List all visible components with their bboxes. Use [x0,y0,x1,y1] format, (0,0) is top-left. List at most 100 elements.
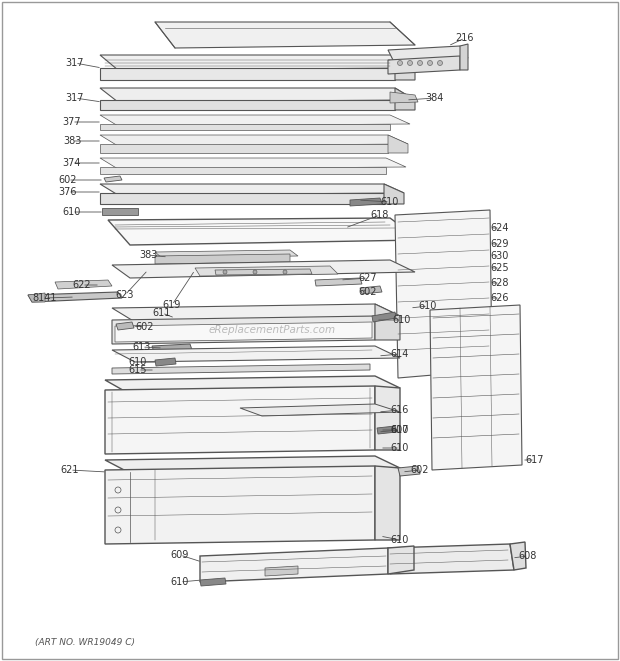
Polygon shape [100,158,406,169]
Polygon shape [384,184,404,204]
Text: 216: 216 [456,33,474,43]
Polygon shape [112,260,415,278]
Polygon shape [100,167,386,174]
Text: 383: 383 [139,250,157,260]
Polygon shape [375,386,400,450]
Polygon shape [100,184,404,195]
Polygon shape [104,176,122,182]
Text: 317: 317 [66,93,84,103]
Text: 317: 317 [66,58,84,68]
Polygon shape [100,193,384,204]
Polygon shape [460,44,468,70]
Text: 624: 624 [491,223,509,233]
Polygon shape [350,198,382,206]
Text: 627: 627 [359,273,378,283]
Polygon shape [105,456,400,472]
Text: 8141: 8141 [33,293,57,303]
Polygon shape [377,426,397,434]
Polygon shape [155,250,298,258]
Text: 384: 384 [426,93,444,103]
Polygon shape [100,135,408,146]
Text: 610: 610 [391,443,409,453]
Polygon shape [388,546,414,574]
Polygon shape [240,404,400,416]
Polygon shape [100,124,390,130]
Circle shape [283,270,287,274]
Polygon shape [100,88,415,102]
Polygon shape [105,386,375,454]
Polygon shape [112,364,370,374]
Text: 383: 383 [63,136,81,146]
Text: 622: 622 [73,280,91,290]
Text: 625: 625 [490,263,509,273]
Text: 376: 376 [59,187,78,197]
Circle shape [417,61,422,65]
Polygon shape [155,358,176,366]
Polygon shape [200,578,226,586]
Polygon shape [55,280,112,289]
Polygon shape [195,266,338,276]
Text: 610: 610 [129,357,147,367]
Text: (ART NO. WR19049 C): (ART NO. WR19049 C) [35,637,135,646]
Polygon shape [395,88,415,110]
Polygon shape [265,566,298,576]
Text: 610: 610 [381,197,399,207]
Polygon shape [102,208,138,215]
Text: 626: 626 [491,293,509,303]
Text: 607: 607 [391,425,409,435]
Circle shape [428,61,433,65]
Circle shape [223,270,227,274]
Polygon shape [375,466,400,540]
Text: 610: 610 [171,577,189,587]
Text: 615: 615 [129,365,148,375]
Circle shape [438,61,443,65]
Circle shape [253,270,257,274]
Circle shape [397,61,402,65]
Polygon shape [398,466,420,476]
Polygon shape [395,55,415,80]
Polygon shape [112,316,375,344]
Text: 619: 619 [163,300,181,310]
Text: 602: 602 [359,287,377,297]
Polygon shape [115,322,372,342]
Polygon shape [390,92,418,103]
Text: 609: 609 [171,550,189,560]
Polygon shape [100,144,388,153]
Text: 610: 610 [393,315,411,325]
Polygon shape [112,304,400,322]
Polygon shape [388,46,468,62]
Text: 618: 618 [371,210,389,220]
Circle shape [407,61,412,65]
Polygon shape [152,344,192,352]
Text: 628: 628 [491,278,509,288]
Text: 374: 374 [63,158,81,168]
Text: 614: 614 [391,349,409,359]
Text: 630: 630 [491,251,509,261]
Text: 610: 610 [391,425,409,435]
Polygon shape [375,304,400,340]
Polygon shape [28,293,45,302]
Text: eReplacementParts.com: eReplacementParts.com [208,325,335,335]
Polygon shape [430,305,522,470]
Text: 623: 623 [116,290,135,300]
Text: 611: 611 [153,308,171,318]
Polygon shape [116,322,134,330]
Polygon shape [315,278,362,286]
Polygon shape [100,55,415,70]
Polygon shape [372,312,396,322]
Polygon shape [100,68,395,80]
Polygon shape [28,292,122,302]
Text: 621: 621 [61,465,79,475]
Text: 377: 377 [63,117,81,127]
Polygon shape [100,100,395,110]
Polygon shape [200,548,388,582]
Polygon shape [510,542,526,570]
Text: 610: 610 [419,301,437,311]
Polygon shape [388,56,460,74]
Text: 608: 608 [519,551,537,561]
Text: 610: 610 [63,207,81,217]
Text: 610: 610 [391,535,409,545]
Text: 617: 617 [526,455,544,465]
Polygon shape [100,115,410,126]
Polygon shape [155,254,290,264]
